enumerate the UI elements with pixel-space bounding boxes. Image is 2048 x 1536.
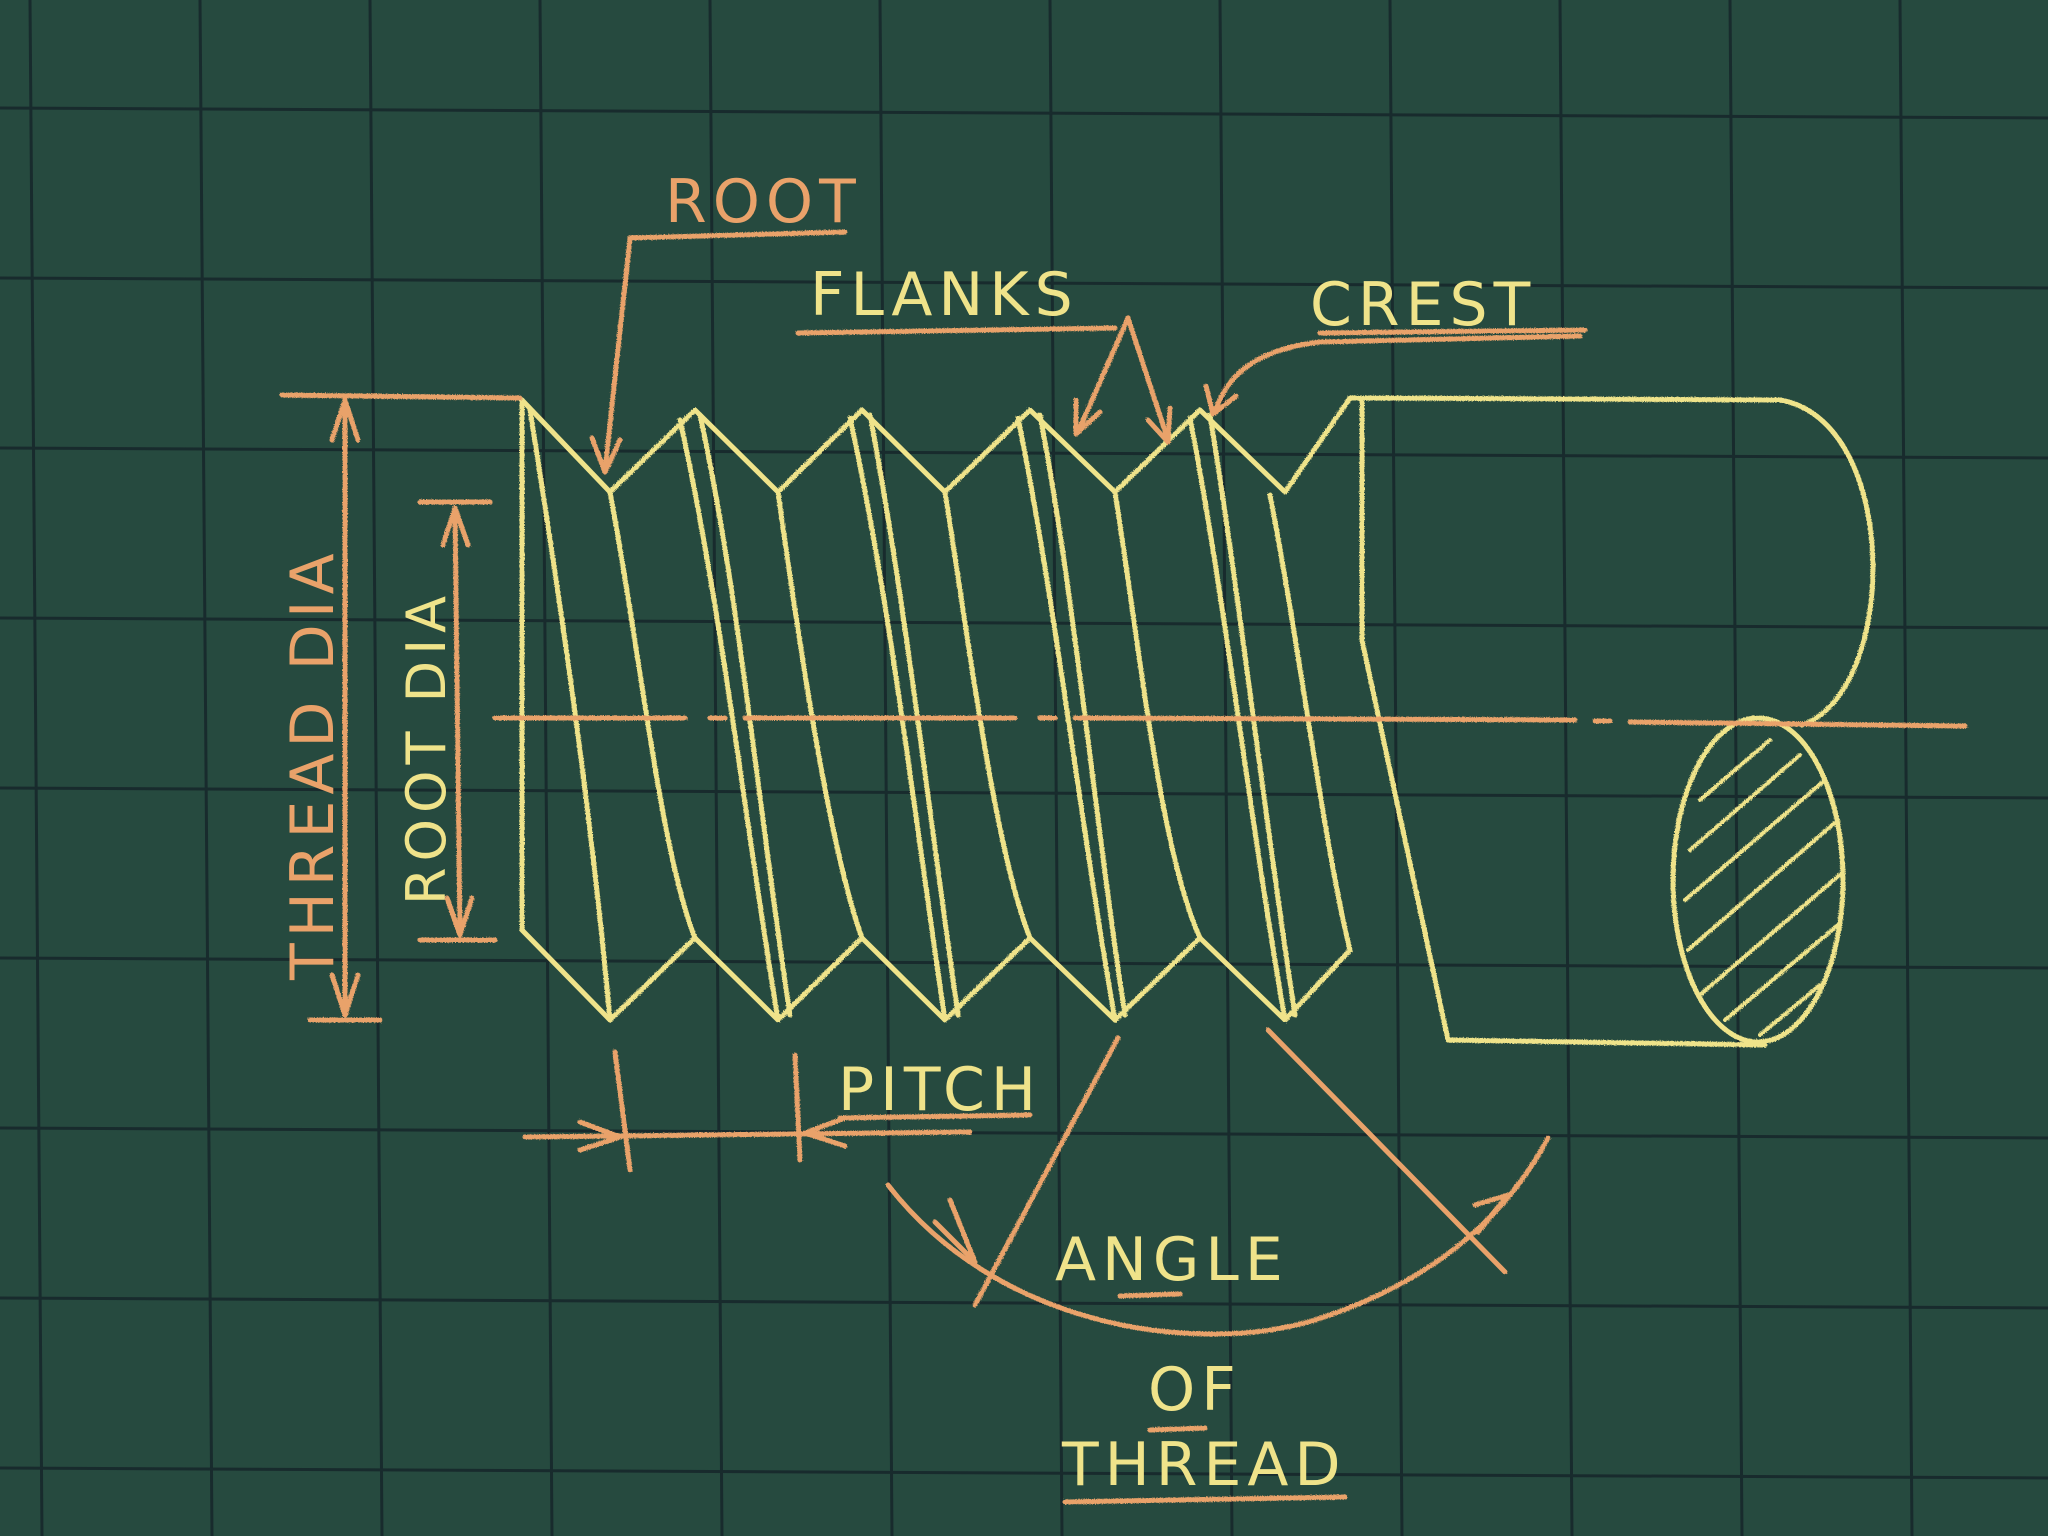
label-of: OF bbox=[1148, 1355, 1242, 1425]
grid-line-vertical bbox=[1048, 0, 1064, 1536]
helix-line bbox=[607, 489, 698, 941]
label-angle: ANGLE bbox=[1055, 1225, 1289, 1295]
flanks-arrow-left bbox=[1073, 397, 1103, 437]
grid-line-vertical bbox=[198, 0, 214, 1536]
pitch-extension-right bbox=[792, 1052, 803, 1163]
angle-arrow-left bbox=[932, 1197, 978, 1265]
angle-underline bbox=[1117, 1291, 1183, 1299]
grid-line-vertical bbox=[538, 0, 554, 1536]
helix-line bbox=[775, 489, 865, 941]
helix-line bbox=[527, 407, 613, 1023]
dimension-lines bbox=[279, 229, 1968, 1505]
label-root-dia: ROOT DIA bbox=[395, 590, 458, 905]
helix-line bbox=[942, 489, 1033, 941]
root-leader bbox=[602, 229, 848, 473]
helix-line bbox=[1207, 412, 1298, 1018]
flanks-leader-left bbox=[1075, 315, 1131, 435]
label-root: ROOT bbox=[665, 167, 862, 237]
grid-line-vertical bbox=[708, 0, 724, 1536]
helix-line bbox=[847, 415, 948, 1023]
shank-top-edge bbox=[1359, 395, 1783, 403]
grid-line-vertical bbox=[1898, 0, 1914, 1536]
shank-bottom-edge bbox=[1445, 1037, 1768, 1048]
helix-line bbox=[1187, 415, 1288, 1023]
angle-flank-line-left bbox=[972, 1035, 1121, 1308]
root-dia-arrow-bottom bbox=[444, 895, 475, 938]
grid-line-vertical bbox=[368, 0, 384, 1536]
helix-line bbox=[697, 412, 793, 1018]
pitch-dimension-line bbox=[522, 1129, 973, 1140]
grid-line-vertical bbox=[1218, 0, 1234, 1536]
grid-line-vertical bbox=[28, 0, 44, 1536]
label-flanks: FLANKS bbox=[810, 260, 1079, 330]
thread-dia-arrow-top bbox=[329, 397, 361, 443]
pitch-arrow-left bbox=[577, 1119, 623, 1153]
root-dia-dimension-line bbox=[452, 505, 463, 938]
crest-underline bbox=[1317, 327, 1588, 336]
grid-line-horizontal bbox=[0, 1296, 2048, 1310]
grid-line-horizontal bbox=[0, 956, 2048, 970]
of-underline bbox=[1147, 1425, 1208, 1433]
thread-dia-arrow-bottom bbox=[329, 972, 361, 1018]
helix-line bbox=[1267, 492, 1353, 953]
centre-line bbox=[492, 715, 1968, 729]
grid-line-horizontal bbox=[0, 106, 2048, 120]
flanks-arrow-right bbox=[1145, 405, 1173, 445]
label-thread-dia: THREAD DIA bbox=[278, 547, 348, 981]
pitch-extension-left bbox=[612, 1049, 633, 1173]
label-pitch: PITCH bbox=[838, 1055, 1042, 1125]
shank-break-curve bbox=[1777, 397, 1876, 728]
thread-drawing bbox=[519, 395, 1876, 1048]
flanks-leader-right bbox=[1125, 315, 1171, 443]
grid-line-horizontal bbox=[0, 616, 2048, 630]
grid-line-vertical bbox=[1558, 0, 1574, 1536]
grid-line-horizontal bbox=[0, 1466, 2048, 1480]
crest-leader-arrow bbox=[1203, 383, 1239, 417]
grid-line-vertical bbox=[878, 0, 894, 1536]
label-crest: CREST bbox=[1310, 270, 1536, 340]
cross-section-ellipse bbox=[1670, 715, 1846, 1045]
crest-leader bbox=[1212, 333, 1583, 415]
grid-line-horizontal bbox=[0, 276, 2048, 290]
cross-section-hatching bbox=[1683, 738, 1845, 1037]
angle-flank-line-right bbox=[1265, 1027, 1508, 1275]
shank-left-edge bbox=[1359, 395, 1451, 1043]
helix-line bbox=[1112, 489, 1203, 941]
angle-arrow-right bbox=[1472, 1192, 1511, 1235]
helix-line bbox=[677, 417, 781, 1023]
flanks-underline bbox=[795, 325, 1118, 336]
label-thread: THREAD bbox=[1061, 1430, 1347, 1500]
root-leader-arrow bbox=[589, 435, 623, 475]
pitch-underline bbox=[837, 1112, 1033, 1121]
thread-dia-extension-top bbox=[279, 392, 523, 401]
grid-line-horizontal bbox=[0, 1126, 2048, 1140]
helix-line bbox=[1037, 412, 1128, 1018]
grid-line-vertical bbox=[1388, 0, 1404, 1536]
thread-underline bbox=[1062, 1494, 1348, 1505]
helix-line bbox=[1015, 415, 1118, 1023]
pitch-arrow-right bbox=[802, 1115, 848, 1149]
root-dia-arrow-top bbox=[440, 505, 471, 548]
helix-line bbox=[867, 412, 961, 1018]
